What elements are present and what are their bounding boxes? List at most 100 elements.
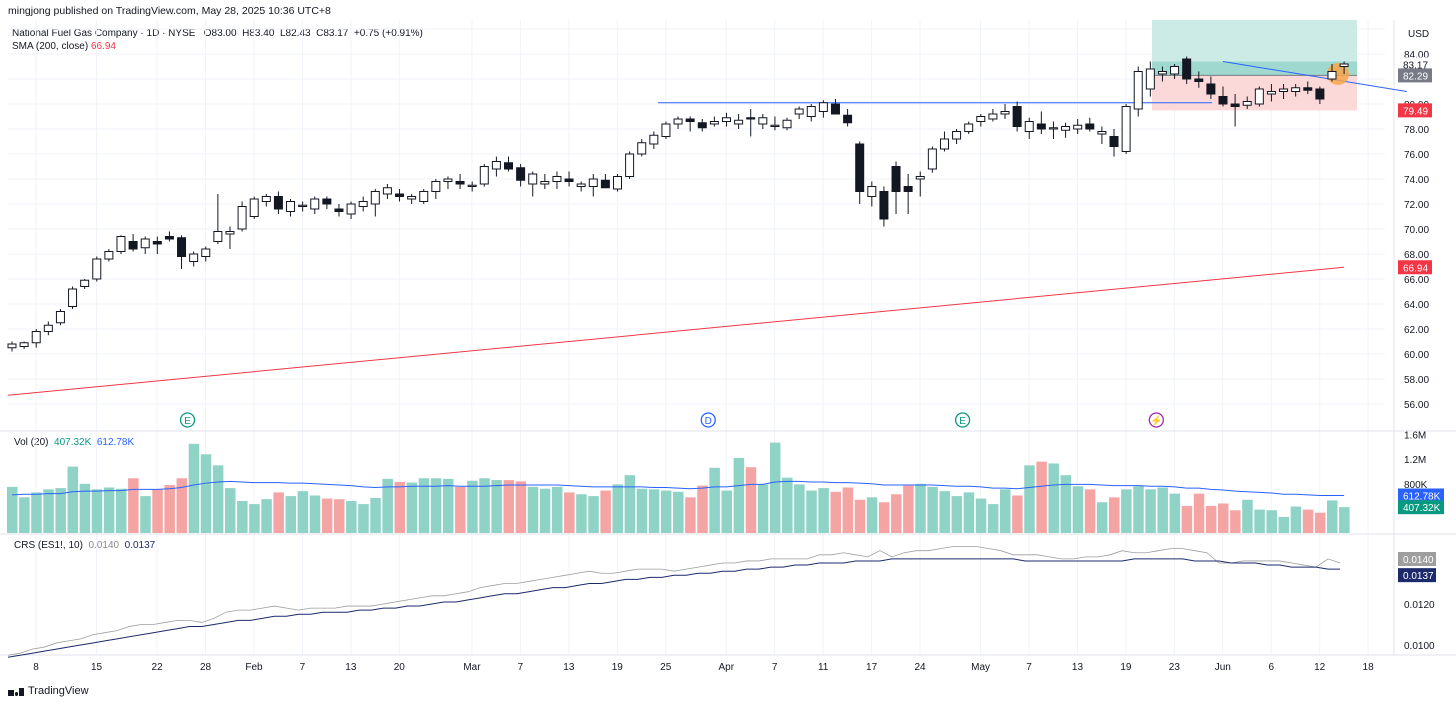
price-tick-label: 74.00 [1404, 175, 1429, 186]
candle-up [286, 201, 296, 212]
candle-up [31, 331, 41, 344]
x-tick-label: 25 [660, 662, 672, 673]
candle-up [1254, 88, 1264, 105]
close-label: C [316, 28, 324, 39]
volume-bar [224, 488, 236, 533]
candle-up [649, 134, 659, 145]
volume-bar [1254, 509, 1265, 533]
volume-bar [1302, 509, 1314, 533]
high-value: 83.40 [249, 28, 275, 39]
event-marker-label: E [959, 416, 966, 427]
price-scale-label-bg [1398, 68, 1432, 83]
candle-up [552, 176, 562, 182]
candle-down [1218, 96, 1228, 105]
volume-bar [1072, 486, 1084, 533]
candle-up [734, 119, 744, 125]
volume-bar [321, 498, 333, 533]
candle-up [1266, 91, 1276, 95]
candle-up [68, 288, 78, 307]
high-label: H [242, 28, 250, 39]
candle-up [237, 206, 247, 230]
candle-up [298, 204, 308, 207]
candle-up [249, 198, 259, 217]
volume-scale-label-bg [1398, 500, 1444, 515]
candle-up [116, 236, 126, 252]
candle-up [576, 183, 586, 187]
price-scale-label-bg [1398, 103, 1432, 118]
candle-up [92, 258, 102, 280]
candle-up [588, 178, 598, 187]
event-marker-label: E [184, 416, 191, 427]
volume-bar [939, 491, 950, 533]
volume-bar [309, 495, 321, 533]
sma-value: 66.94 [90, 41, 116, 52]
volume-bar [237, 501, 248, 533]
volume-bar [152, 489, 163, 533]
crs-scale-label-bg [1398, 568, 1436, 583]
x-tick-label: 7 [518, 662, 524, 673]
candle-up [1097, 131, 1107, 135]
volume-bar [636, 488, 648, 533]
close-value: 83.17 [323, 28, 349, 39]
volume-bar [757, 484, 769, 533]
tradingview-brand: TradingView [8, 685, 89, 697]
axes: 8 15 22 28 Feb 7 13 20 Mar 7 13 19 25 Apr 7 11 17 24 May 7 1… [33, 50, 1444, 673]
price-scale-label-bg [1398, 57, 1432, 72]
volume-bar [140, 496, 151, 533]
volume-bar [67, 466, 79, 533]
volume-bar [1314, 512, 1326, 533]
candle-down [697, 122, 707, 129]
volume-bar [515, 481, 527, 533]
volume-bar [115, 488, 127, 533]
candle-up [104, 251, 114, 260]
candle-up [213, 231, 223, 242]
volume-bar [394, 481, 406, 533]
candle-down [746, 117, 756, 120]
volume-bar [782, 477, 793, 533]
volume-bar [842, 487, 854, 533]
candle-down [1085, 123, 1095, 130]
crs-value-1: 0.0140 [88, 540, 120, 551]
candle-up [1339, 63, 1349, 67]
crs-label: CRS (ES1!, 10) [14, 540, 83, 551]
crs-tick-label: 0.0100 [1404, 641, 1435, 652]
symbol-name: National Fuel Gas Company · 1D · NYSE [12, 28, 196, 39]
volume-bar [697, 485, 708, 533]
candle-up [794, 108, 804, 115]
candle-down [334, 208, 344, 212]
candle-down [830, 103, 840, 115]
x-tick-label: 19 [612, 662, 624, 673]
candle-up [346, 203, 356, 215]
event-marker-icon [179, 412, 196, 428]
crs-scale-label: 0.0140 [1403, 555, 1434, 566]
candle-down [891, 166, 901, 192]
candle-up [1327, 71, 1337, 80]
candle-up [189, 253, 199, 262]
volume-bar [382, 478, 393, 533]
volume-legend: Vol (20) 407.32K 612.78K [14, 437, 134, 448]
candle-up [637, 142, 647, 155]
candle-down [152, 241, 162, 245]
price-tick-label: 62.00 [1404, 325, 1429, 336]
volume-bar [975, 498, 987, 533]
candle-up [261, 196, 271, 202]
candle-up [443, 178, 453, 182]
sma-line [7, 266, 1345, 396]
candle-down [879, 191, 889, 220]
volume-bar [854, 499, 866, 533]
volume-bar [951, 496, 963, 533]
volume-bar [1145, 489, 1156, 533]
crs-scale-label-bg [1398, 552, 1436, 566]
candle-down [600, 179, 610, 189]
volume-bar [745, 467, 757, 533]
volume-bar [200, 454, 212, 533]
event-marker-icon [1148, 412, 1164, 428]
price-tick-label: 56.00 [1404, 400, 1429, 411]
candle-up [55, 311, 65, 324]
price-tick-label: 66.00 [1404, 275, 1429, 286]
volume-bar [564, 492, 575, 533]
volume-bar [927, 486, 938, 533]
low-value: 82.43 [285, 28, 311, 39]
volume-bar [1000, 489, 1011, 533]
